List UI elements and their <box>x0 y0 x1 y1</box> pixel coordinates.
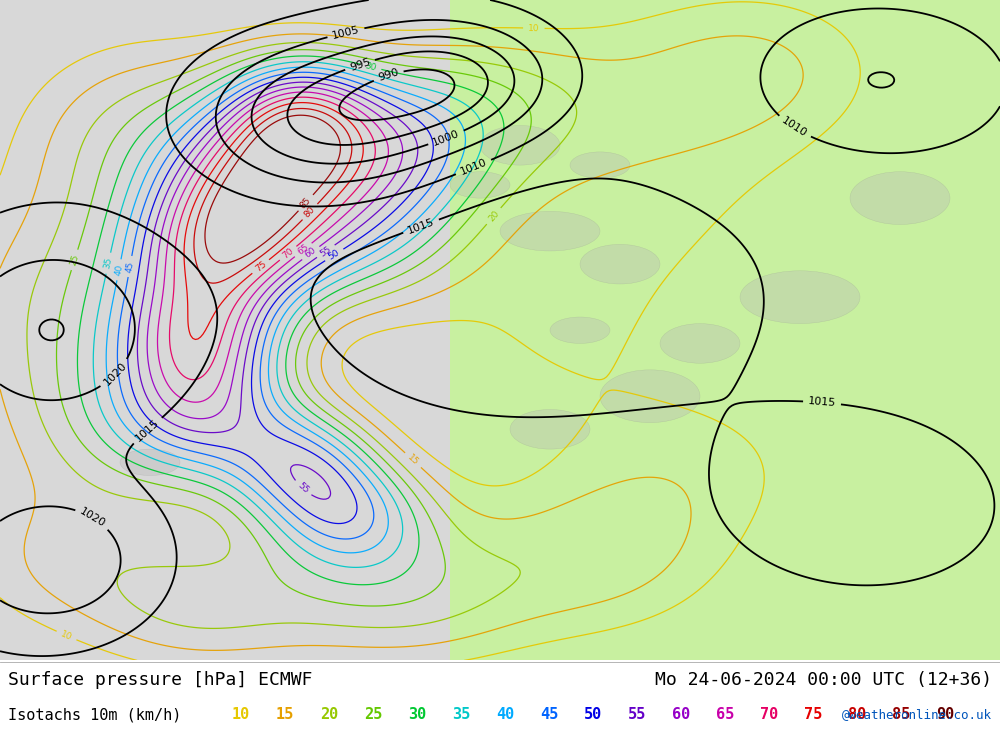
Text: 1000: 1000 <box>431 128 461 147</box>
Text: 20: 20 <box>320 707 338 722</box>
Text: 55: 55 <box>319 244 333 258</box>
Text: 65: 65 <box>716 707 734 722</box>
Text: 35: 35 <box>103 257 114 270</box>
Text: 45: 45 <box>125 260 135 273</box>
Text: @weatheronline.co.uk: @weatheronline.co.uk <box>842 708 992 721</box>
Text: 40: 40 <box>114 263 124 276</box>
Text: 15: 15 <box>276 707 294 722</box>
Text: 10: 10 <box>528 23 540 33</box>
Text: 55: 55 <box>628 707 646 722</box>
Bar <box>450 0 1000 660</box>
Ellipse shape <box>570 152 630 178</box>
Ellipse shape <box>850 172 950 224</box>
Ellipse shape <box>120 449 180 476</box>
Text: 50: 50 <box>584 707 602 722</box>
Text: 85: 85 <box>892 707 910 722</box>
Text: 30: 30 <box>364 61 378 73</box>
Ellipse shape <box>740 270 860 323</box>
Text: 40: 40 <box>496 707 514 722</box>
Text: 75: 75 <box>253 259 268 273</box>
Text: 25: 25 <box>364 707 382 722</box>
Text: Surface pressure [hPa] ECMWF: Surface pressure [hPa] ECMWF <box>8 671 312 689</box>
Text: 1015: 1015 <box>808 397 836 408</box>
Text: 80: 80 <box>848 707 866 722</box>
Text: 55: 55 <box>296 481 310 496</box>
Text: 25: 25 <box>69 253 81 267</box>
Ellipse shape <box>480 125 560 165</box>
Text: Isotachs 10m (km/h): Isotachs 10m (km/h) <box>8 707 181 722</box>
Text: 990: 990 <box>377 67 400 84</box>
Text: 995: 995 <box>348 56 372 73</box>
Text: 1020: 1020 <box>102 361 129 388</box>
Ellipse shape <box>500 211 600 251</box>
Text: 1020: 1020 <box>78 507 107 529</box>
Ellipse shape <box>580 244 660 284</box>
Text: 10: 10 <box>232 707 250 722</box>
Text: 10: 10 <box>59 629 74 642</box>
Text: 70: 70 <box>760 707 778 722</box>
Text: 1015: 1015 <box>406 217 436 236</box>
Ellipse shape <box>550 317 610 344</box>
Text: Mo 24-06-2024 00:00 UTC (12+36): Mo 24-06-2024 00:00 UTC (12+36) <box>655 671 992 689</box>
Ellipse shape <box>600 370 700 423</box>
Text: 30: 30 <box>408 707 426 722</box>
Text: 50: 50 <box>327 248 342 262</box>
Ellipse shape <box>510 410 590 449</box>
Text: 65: 65 <box>296 243 311 257</box>
Text: 1005: 1005 <box>331 24 361 40</box>
Text: 45: 45 <box>540 707 558 722</box>
Text: 1015: 1015 <box>134 417 161 443</box>
Text: 60: 60 <box>303 246 318 260</box>
Text: 1010: 1010 <box>459 158 488 177</box>
Text: 15: 15 <box>406 453 420 468</box>
Text: 60: 60 <box>672 707 690 722</box>
Ellipse shape <box>660 323 740 364</box>
Text: 20: 20 <box>487 209 501 224</box>
Text: 85: 85 <box>299 196 313 210</box>
Text: 1010: 1010 <box>780 116 809 139</box>
Text: 70: 70 <box>281 246 295 260</box>
Text: 80: 80 <box>303 205 317 219</box>
Text: 35: 35 <box>452 707 470 722</box>
Text: 90: 90 <box>936 707 954 722</box>
Text: 75: 75 <box>804 707 822 722</box>
Ellipse shape <box>450 172 510 198</box>
